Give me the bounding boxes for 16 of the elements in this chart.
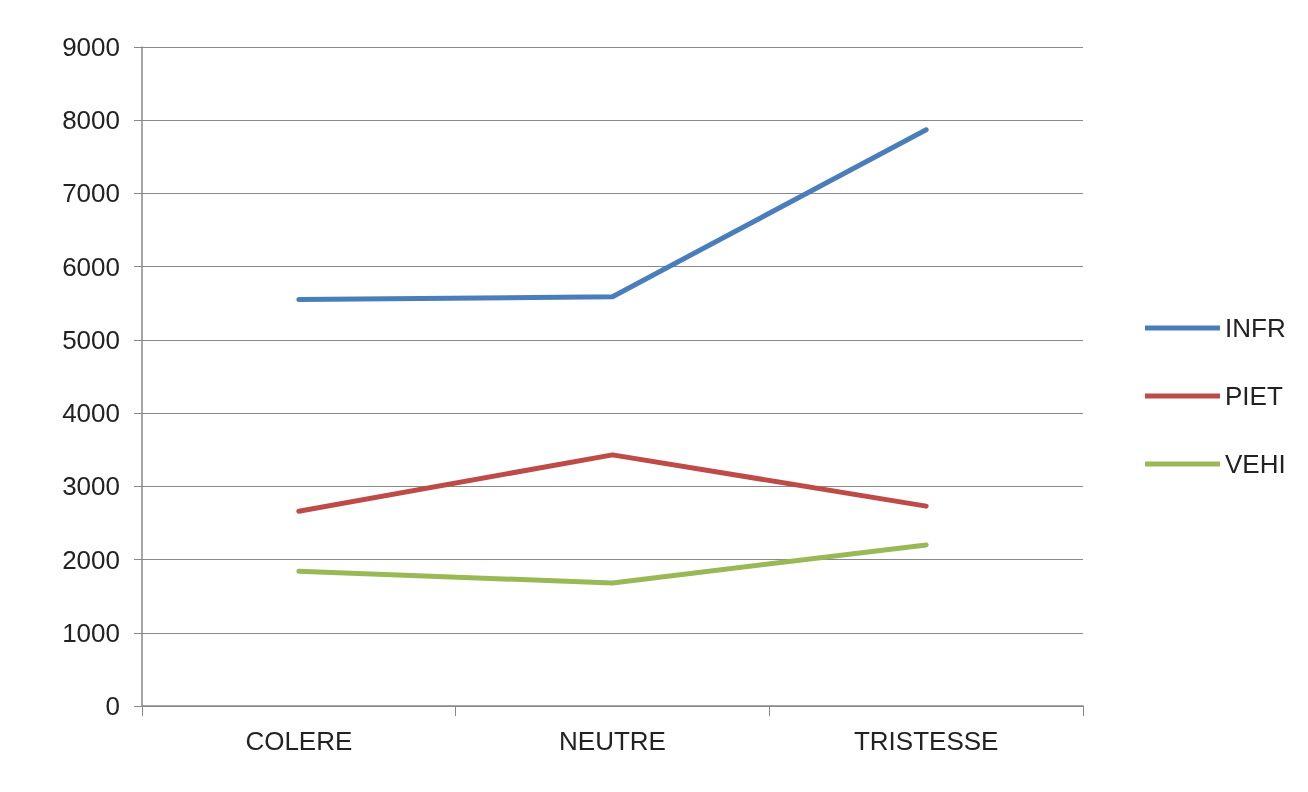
y-tick-label: 9000 (62, 32, 120, 62)
y-tick-label: 7000 (62, 178, 120, 209)
x-tick-label: NEUTRE (559, 726, 666, 756)
y-tick-label: 8000 (62, 105, 120, 136)
y-tick-label: 6000 (62, 251, 120, 282)
legend-label: INFR (1225, 313, 1286, 343)
y-tick-label: 0 (105, 691, 120, 721)
legend-label: PIET (1225, 381, 1283, 411)
x-tick-label: TRISTESSE (853, 726, 999, 756)
y-tick-label: 1000 (62, 617, 120, 648)
x-tick-label: COLERE (245, 726, 353, 756)
y-tick-label: 4000 (62, 398, 120, 429)
y-tick-label: 3000 (62, 471, 120, 502)
y-tick-label: 5000 (62, 324, 120, 355)
y-tick-label: 2000 (62, 544, 120, 575)
legend-label: VEHI (1225, 449, 1286, 479)
